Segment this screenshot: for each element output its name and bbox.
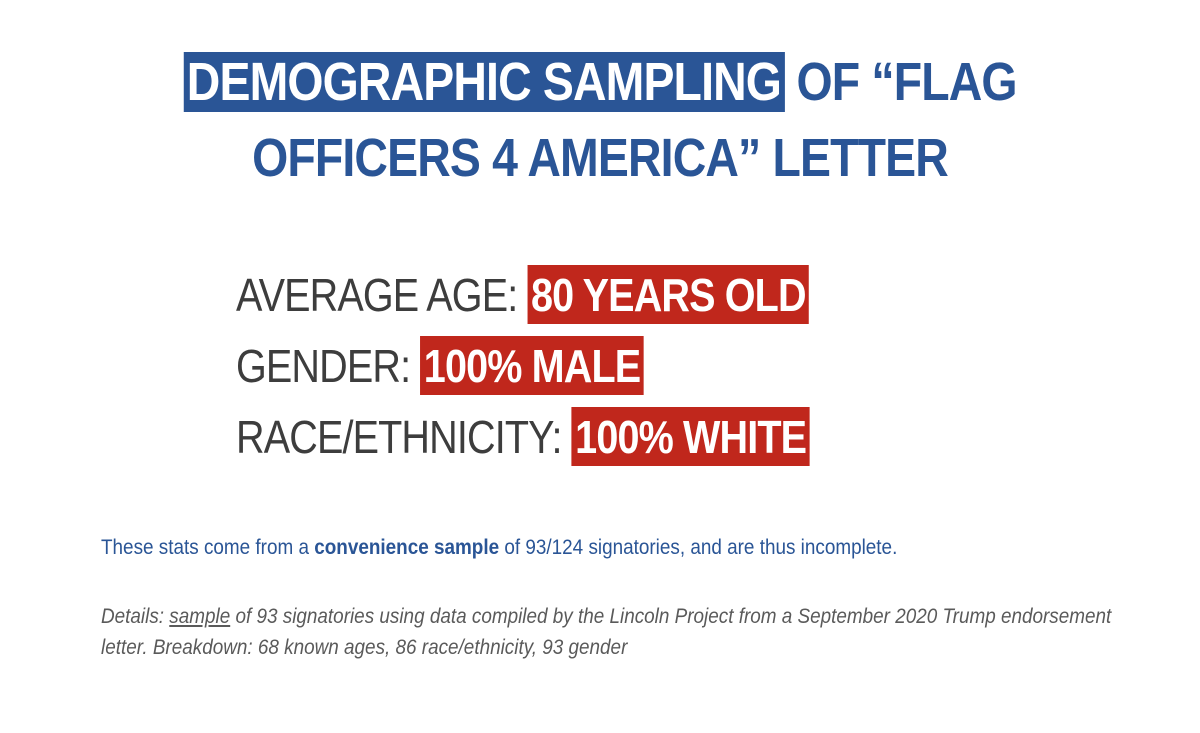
stat-value: 100% MALE — [420, 336, 644, 395]
sample-note: These stats come from a convenience samp… — [101, 536, 897, 560]
stat-gender: GENDER: 100% MALE — [236, 336, 644, 396]
stat-value: 80 YEARS OLD — [527, 265, 810, 324]
details-prefix: Details: — [101, 605, 170, 628]
stat-label: GENDER: — [236, 340, 421, 392]
details-rest: of 93 signatories using data compiled by… — [101, 605, 1112, 659]
note-after: of 93/124 signatories, and are thus inco… — [499, 536, 898, 559]
stat-label: AVERAGE AGE: — [236, 269, 528, 321]
stat-value: 100% WHITE — [571, 407, 810, 466]
stat-label: RACE/ETHNICITY: — [236, 411, 572, 463]
stat-average-age: AVERAGE AGE: 80 YEARS OLD — [236, 265, 810, 325]
note-before: These stats come from a — [101, 536, 315, 559]
details-underlined: sample — [169, 605, 231, 628]
stat-race-ethnicity: RACE/ETHNICITY: 100% WHITE — [236, 407, 810, 467]
title-highlight: DEMOGRAPHIC SAMPLING — [183, 52, 785, 112]
page-title-line-2: OFFICERS 4 AMERICA” LETTER — [252, 128, 949, 188]
note-bold: convenience sample — [314, 536, 500, 559]
page-title-line-1: DEMOGRAPHIC SAMPLING OF “FLAG — [84, 46, 1116, 118]
details-text: Details: sample of 93 signatories using … — [101, 601, 1154, 663]
title-rest: OF “FLAG — [784, 52, 1018, 112]
